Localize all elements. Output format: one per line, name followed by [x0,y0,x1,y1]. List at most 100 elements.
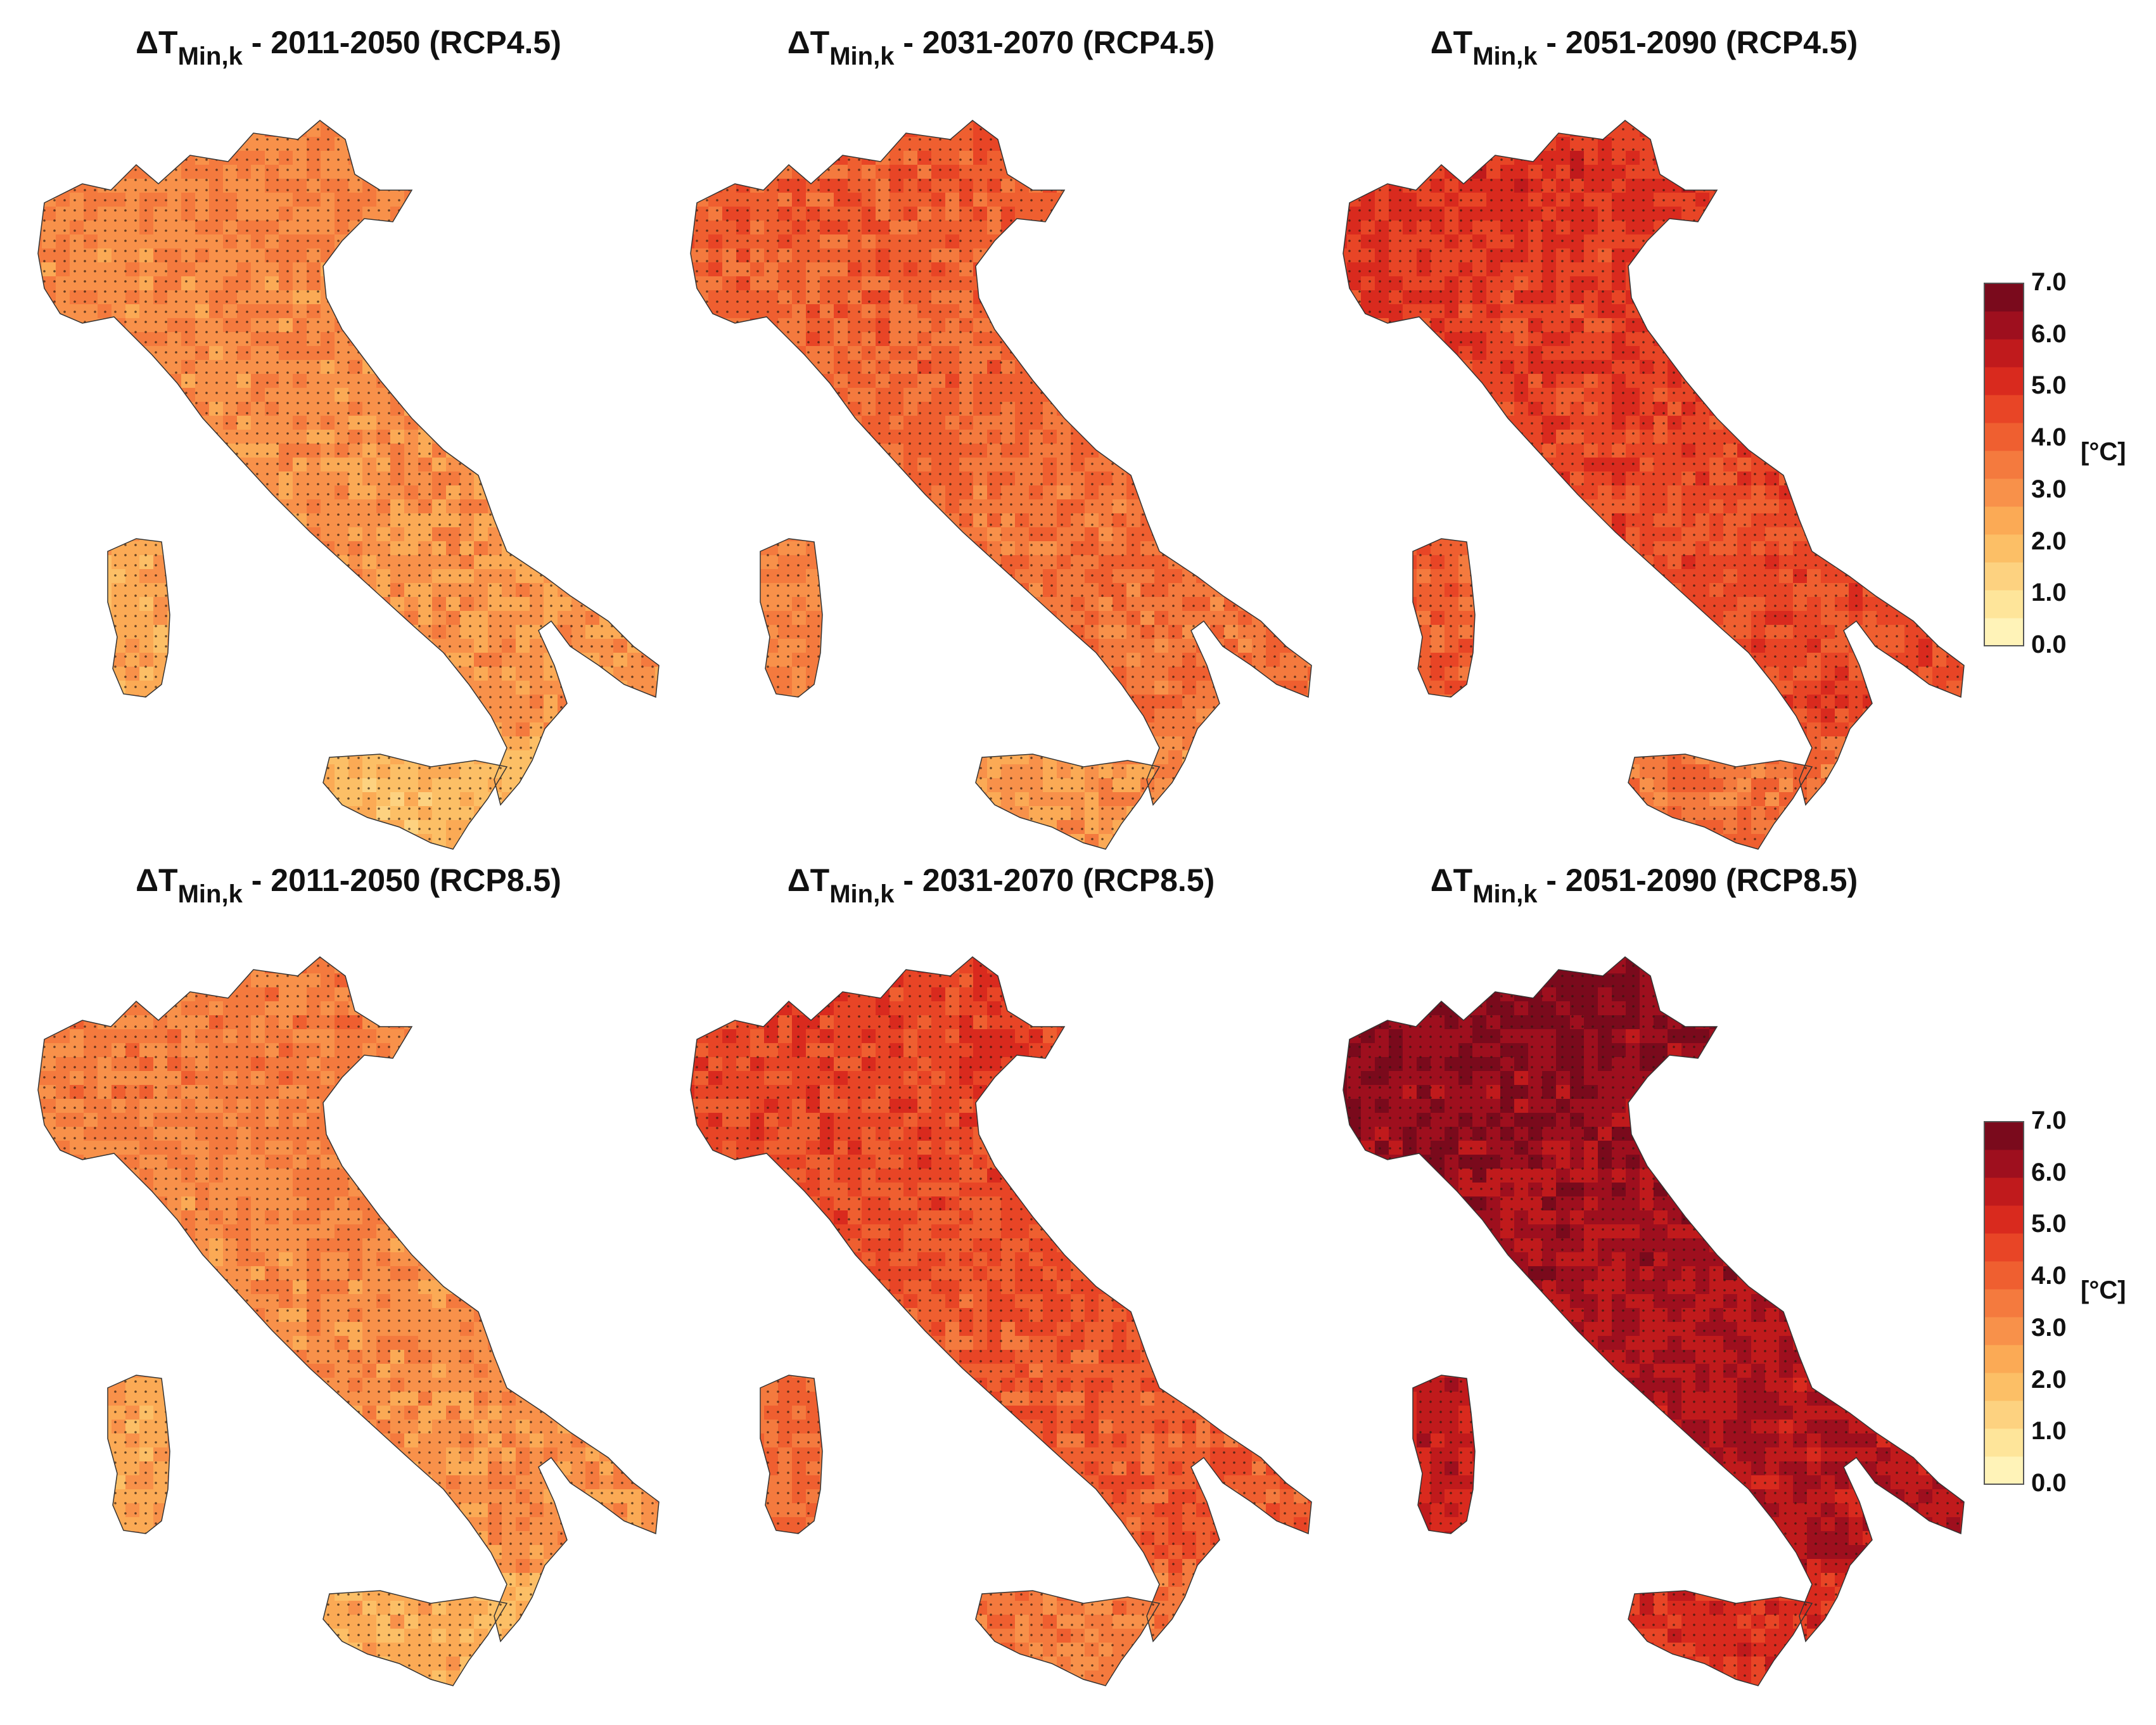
colorbar-swatch [1984,478,2024,507]
mainland-outline [690,120,1312,806]
sardinia-outline [760,538,823,698]
colorbar-unit: [°C] [2081,438,2126,466]
colorbar-swatch [1984,590,2024,619]
colorbar-tick-label: 4.0 [2031,1262,2067,1290]
delta-symbol: ΔT [136,862,177,898]
colorbar-swatch [1984,1401,2024,1429]
delta-symbol: ΔT [1431,862,1472,898]
delta-symbol: ΔT [1431,25,1472,60]
panel-title-4: ΔTMin,k - 2011-2050 (RCP8.5) [136,862,561,908]
grid-cells [38,957,659,1686]
colorbar-swatch [1984,1289,2024,1318]
mainland-outline [37,956,660,1643]
mainland-outline [690,956,1312,1643]
colorbar-tick-label: 0.0 [2031,1469,2067,1497]
colorbar-swatch [1984,451,2024,479]
colorbar-swatch [1984,1261,2024,1290]
sardinia-outline [107,538,170,698]
colorbar-swatch [1984,395,2024,423]
subscript: Min,k [1472,42,1537,70]
colorbar-tick-label: 3.0 [2031,475,2067,504]
mainland-outline [1343,956,1965,1643]
colorbar-swatch [1984,1373,2024,1401]
delta-symbol: ΔT [136,25,177,60]
colorbar-tick-label: 6.0 [2031,320,2067,349]
colorbar-swatch [1984,1317,2024,1345]
subscript: Min,k [829,42,894,70]
period-scenario: - 2011-2050 (RCP8.5) [243,862,561,898]
sicily-outline [322,753,508,850]
colorbar-swatch [1984,618,2024,646]
temperature-map-6 [1343,956,1965,1686]
mainland-outline [37,120,660,806]
colorbar-2 [1984,1121,2024,1485]
colorbar-tick-label: 1.0 [2031,579,2067,607]
subscript: Min,k [829,880,894,908]
colorbar-swatch [1984,1205,2024,1234]
period-scenario: - 2031-2070 (RCP8.5) [894,862,1215,898]
colorbar-swatch [1984,534,2024,563]
colorbar-tick-label: 4.0 [2031,423,2067,452]
colorbar-swatch [1984,1233,2024,1262]
period-scenario: - 2051-2090 (RCP4.5) [1537,25,1858,60]
colorbar-tick-label: 7.0 [2031,268,2067,297]
colorbar-swatch [1984,1150,2024,1178]
colorbar-tick-label: 1.0 [2031,1417,2067,1446]
sicily-outline [975,1590,1161,1686]
grid-cells [38,120,659,849]
colorbar-1 [1984,283,2024,646]
colorbar-swatch [1984,562,2024,591]
panel-title-3: ΔTMin,k - 2051-2090 (RCP4.5) [1431,24,1858,70]
colorbar-swatch [1984,423,2024,451]
sicily-outline [975,753,1161,850]
colorbar-swatch [1984,1122,2024,1150]
temperature-map-1 [37,120,660,850]
colorbar-tick-label: 5.0 [2031,371,2067,400]
temperature-map-4 [37,956,660,1686]
sardinia-outline [760,1375,823,1534]
colorbar-swatch [1984,1345,2024,1373]
temperature-map-5 [690,956,1312,1686]
temperature-map-3 [1343,120,1965,850]
period-scenario: - 2031-2070 (RCP4.5) [894,25,1215,60]
colorbar-swatch [1984,506,2024,535]
panel-title-6: ΔTMin,k - 2051-2090 (RCP8.5) [1431,862,1858,908]
grid-cells [691,120,1311,849]
colorbar-tick-label: 2.0 [2031,527,2067,556]
colorbar-tick-label: 5.0 [2031,1210,2067,1238]
colorbar-swatch [1984,367,2024,395]
period-scenario: - 2011-2050 (RCP4.5) [243,25,561,60]
sicily-outline [1628,753,1813,850]
sicily-outline [322,1590,508,1686]
panel-title-5: ΔTMin,k - 2031-2070 (RCP8.5) [788,862,1215,908]
grid-cells [1343,120,1964,849]
colorbar-swatch [1984,1428,2024,1457]
sicily-outline [1628,1590,1813,1686]
colorbar-swatch [1984,283,2024,312]
grid-cells [691,957,1311,1686]
colorbar-tick-label: 2.0 [2031,1366,2067,1394]
panel-title-2: ΔTMin,k - 2031-2070 (RCP4.5) [788,24,1215,70]
panel-title-1: ΔTMin,k - 2011-2050 (RCP4.5) [136,24,561,70]
colorbar-tick-label: 3.0 [2031,1314,2067,1342]
colorbar-tick-label: 0.0 [2031,631,2067,659]
subscript: Min,k [178,42,243,70]
colorbar-swatch [1984,1177,2024,1206]
colorbar-unit: [°C] [2081,1276,2126,1305]
period-scenario: - 2051-2090 (RCP8.5) [1537,862,1858,898]
colorbar-tick-label: 6.0 [2031,1158,2067,1187]
delta-symbol: ΔT [788,25,829,60]
sardinia-outline [1412,538,1476,698]
delta-symbol: ΔT [788,862,829,898]
colorbar-swatch [1984,339,2024,368]
subscript: Min,k [178,880,243,908]
colorbar-swatch [1984,1456,2024,1485]
mainland-outline [1343,120,1965,806]
colorbar-tick-label: 7.0 [2031,1106,2067,1135]
grid-cells [1343,957,1964,1686]
temperature-map-2 [690,120,1312,850]
colorbar-swatch [1984,311,2024,340]
sardinia-outline [107,1375,170,1534]
subscript: Min,k [1472,880,1537,908]
sardinia-outline [1412,1375,1476,1534]
